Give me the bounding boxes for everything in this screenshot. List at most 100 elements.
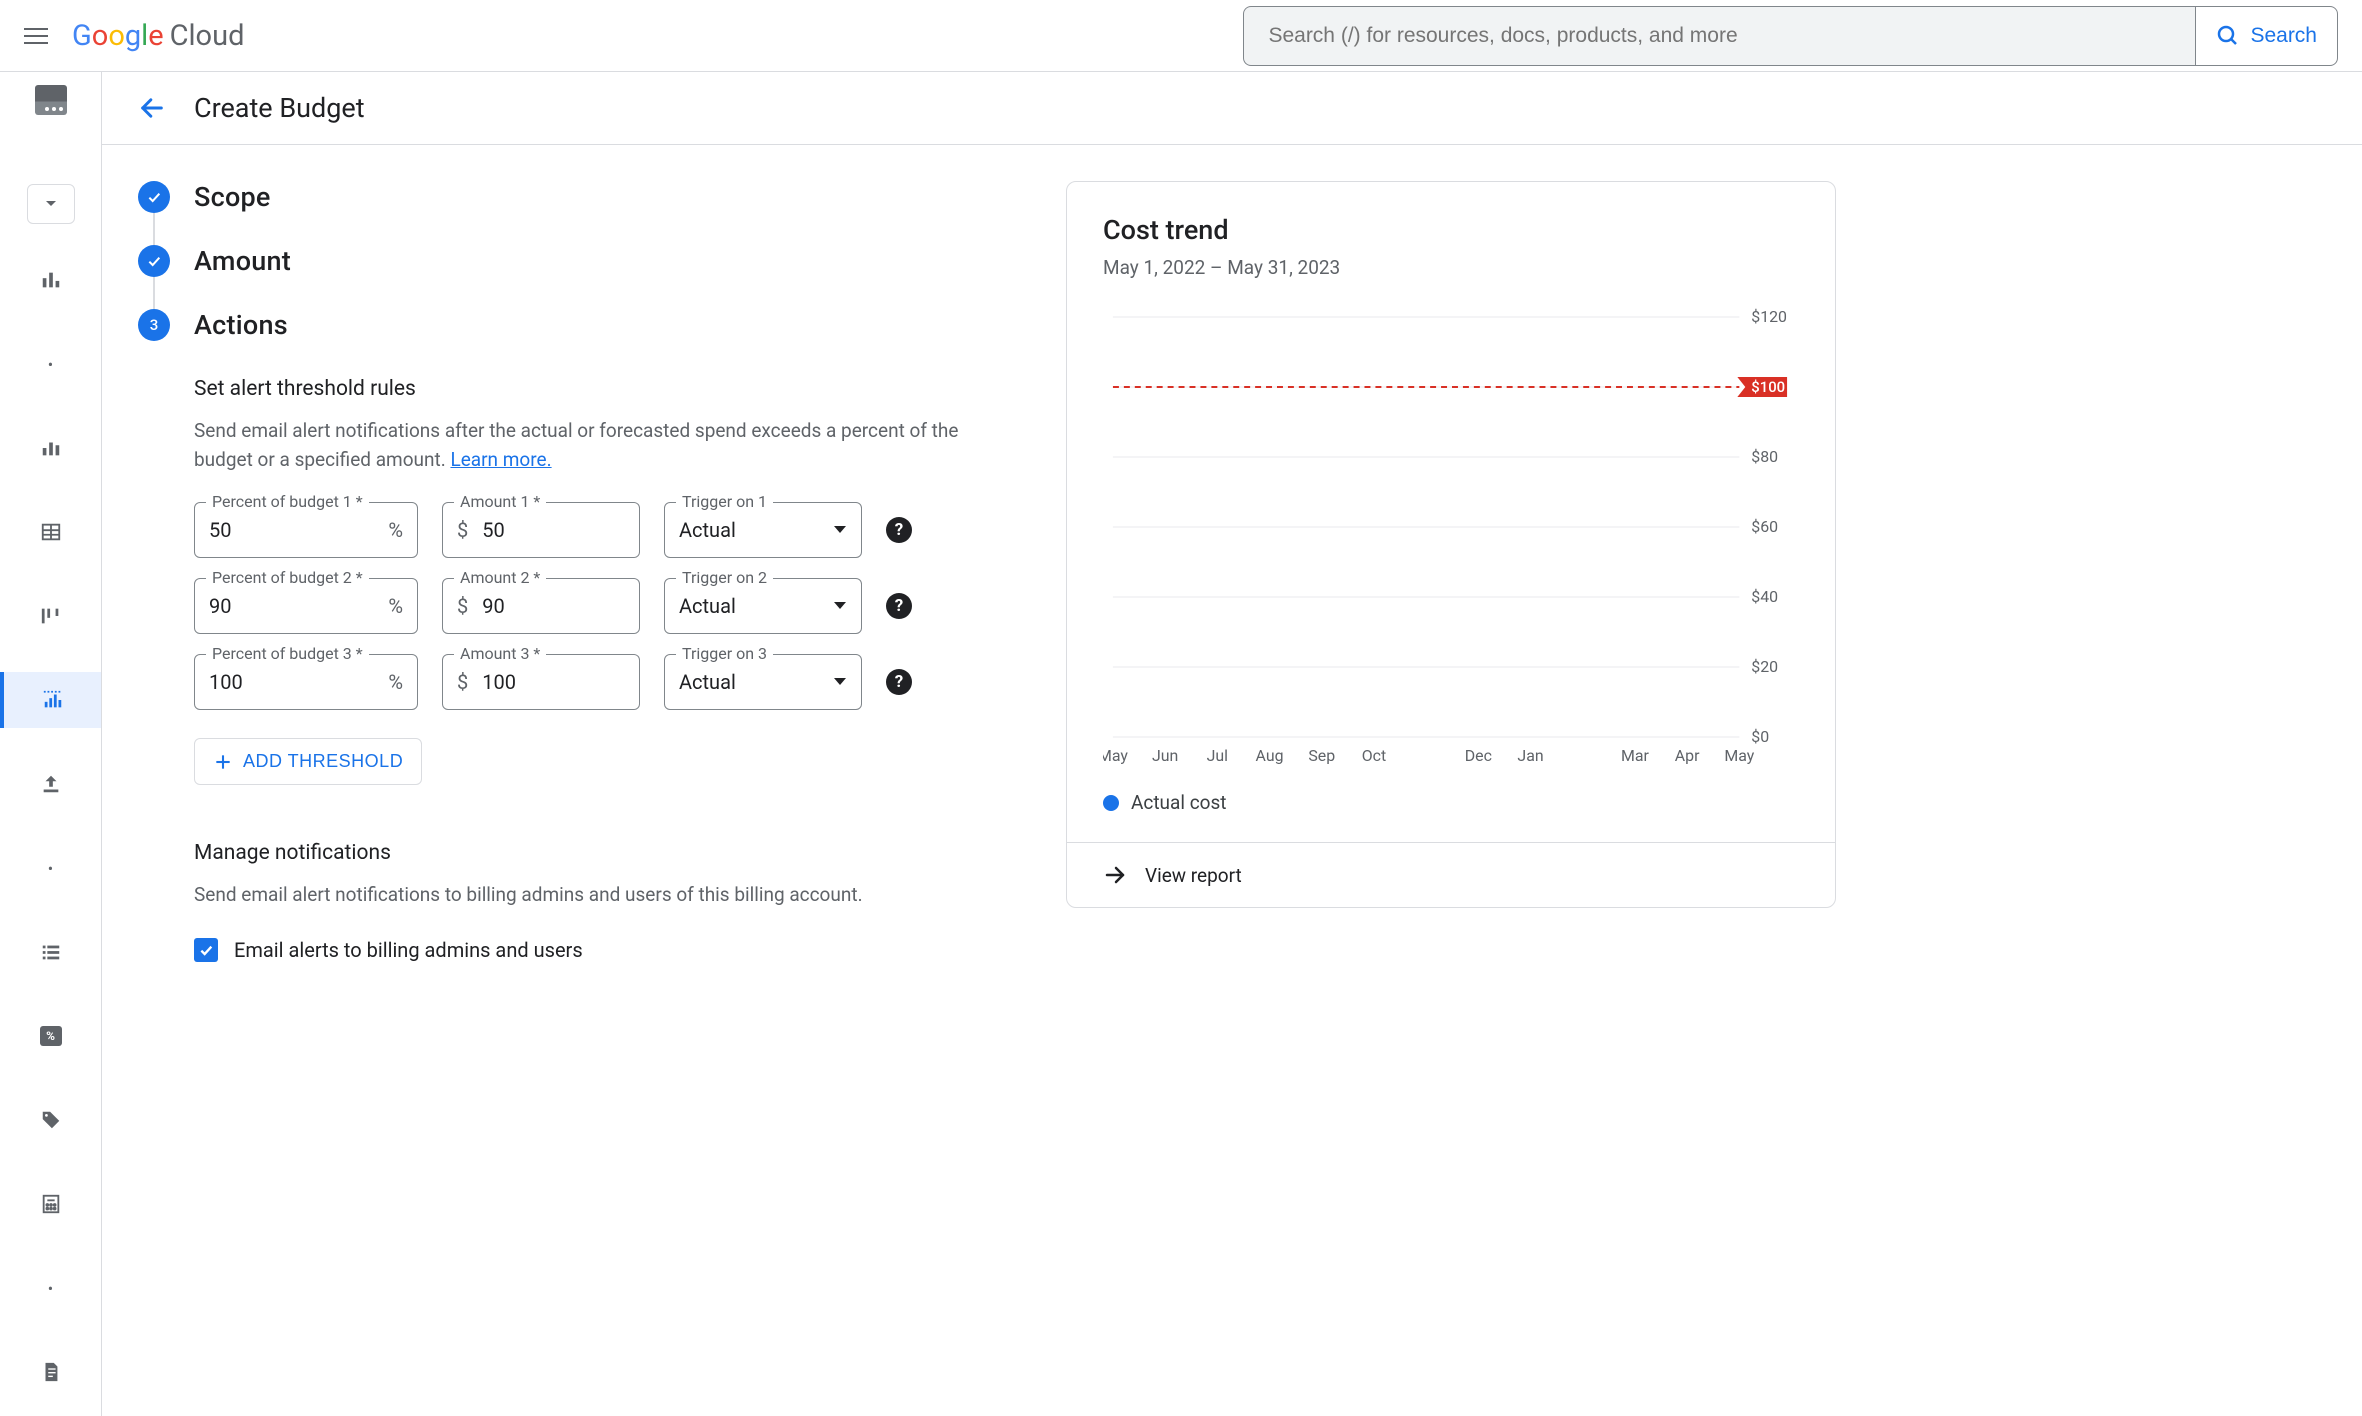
- step-number: 3: [138, 309, 170, 341]
- section-description: Send email alert notifications to billin…: [194, 881, 994, 910]
- help-icon[interactable]: ?: [886, 669, 912, 695]
- add-threshold-button[interactable]: ADD THRESHOLD: [194, 738, 422, 785]
- menu-icon[interactable]: [24, 24, 48, 48]
- sidebar-item[interactable]: [0, 504, 101, 560]
- project-selector[interactable]: [27, 184, 75, 224]
- chart-legend: Actual cost: [1103, 791, 1799, 814]
- main: Create Budget Scope Amount 3: [102, 72, 2362, 1416]
- svg-text:$80: $80: [1751, 447, 1778, 466]
- sidebar-item[interactable]: •: [0, 336, 101, 392]
- sidebar-item[interactable]: [0, 252, 101, 308]
- section-title: Manage notifications: [194, 841, 1018, 865]
- step-connector: [153, 277, 155, 309]
- svg-text:$100: $100: [1751, 378, 1785, 396]
- google-cloud-logo[interactable]: Google Cloud: [72, 19, 244, 53]
- step-connector: [153, 213, 155, 245]
- svg-text:Jul: Jul: [1207, 746, 1228, 765]
- plus-icon: [213, 752, 233, 772]
- email-alerts-checkbox[interactable]: [194, 938, 218, 962]
- sidebar-item[interactable]: [0, 588, 101, 644]
- checkbox-label: Email alerts to billing admins and users: [234, 938, 583, 962]
- sidebar-item[interactable]: [0, 1092, 101, 1148]
- brackets-icon: [35, 600, 67, 632]
- tag-icon: [35, 1104, 67, 1136]
- search-icon: [2216, 24, 2240, 48]
- topbar: Google Cloud Search: [0, 0, 2362, 72]
- field-label: Percent of budget 2 *: [206, 568, 369, 587]
- chevron-down-icon: [833, 601, 847, 611]
- field-label: Trigger on 1: [676, 492, 773, 511]
- check-icon: [198, 942, 214, 958]
- sidebar-item[interactable]: [0, 420, 101, 476]
- table-icon: [35, 516, 67, 548]
- field-label: Amount 1 *: [454, 492, 546, 511]
- stepper: Scope Amount 3 Actions: [138, 181, 1018, 341]
- list-icon: [35, 936, 67, 968]
- bar-chart-icon: [35, 432, 67, 464]
- threshold-row: Percent of budget 1 * 50% Amount 1 * $50…: [194, 502, 1018, 558]
- sidebar-item[interactable]: [0, 924, 101, 980]
- view-report-link[interactable]: View report: [1067, 842, 1835, 907]
- legend-dot-icon: [1103, 795, 1119, 811]
- svg-text:Mar: Mar: [1621, 746, 1650, 765]
- dot-icon: •: [35, 1272, 67, 1304]
- section-title: Set alert threshold rules: [194, 377, 1018, 401]
- field-label: Percent of budget 1 *: [206, 492, 369, 511]
- sidebar-item-budgets[interactable]: [0, 672, 101, 728]
- svg-text:Aug: Aug: [1256, 746, 1284, 765]
- arrow-right-icon: [1103, 863, 1127, 887]
- sidebar-item[interactable]: [0, 1176, 101, 1232]
- cost-trend-card: Cost trend May 1, 2022 – May 31, 2023 $0…: [1066, 181, 1836, 908]
- sidebar: • • % •: [0, 72, 102, 1416]
- chevron-down-icon: [833, 525, 847, 535]
- help-icon[interactable]: ?: [886, 517, 912, 543]
- svg-text:$20: $20: [1751, 657, 1778, 676]
- svg-text:Dec: Dec: [1465, 746, 1492, 765]
- field-label: Trigger on 2: [676, 568, 773, 587]
- svg-text:Oct: Oct: [1362, 746, 1386, 765]
- field-label: Percent of budget 3 *: [206, 644, 369, 663]
- cost-trend-chart: $0$20$40$60$80$100$120$100MayJunJulAugSe…: [1103, 307, 1799, 767]
- billing-product-icon[interactable]: [35, 84, 67, 116]
- step-label: Scope: [194, 181, 271, 213]
- svg-text:$0: $0: [1751, 727, 1769, 746]
- svg-text:Sep: Sep: [1308, 746, 1335, 765]
- back-arrow-icon[interactable]: [138, 94, 166, 122]
- budget-icon: [37, 684, 69, 716]
- percent-icon: %: [35, 1020, 67, 1052]
- threshold-row: Percent of budget 2 * 90% Amount 2 * $90…: [194, 578, 1018, 634]
- help-icon[interactable]: ?: [886, 593, 912, 619]
- svg-text:Jun: Jun: [1152, 746, 1178, 765]
- check-icon: [138, 181, 170, 213]
- step-actions[interactable]: 3 Actions: [138, 309, 1018, 341]
- page-title: Create Budget: [194, 92, 365, 124]
- svg-text:$60: $60: [1751, 517, 1778, 536]
- svg-text:$40: $40: [1751, 587, 1778, 606]
- chevron-down-icon: [833, 677, 847, 687]
- check-icon: [138, 245, 170, 277]
- step-label: Amount: [194, 245, 291, 277]
- step-label: Actions: [194, 309, 288, 341]
- field-label: Amount 3 *: [454, 644, 546, 663]
- upload-icon: [35, 768, 67, 800]
- sidebar-item[interactable]: [0, 1344, 101, 1400]
- page-header: Create Budget: [102, 72, 2362, 145]
- learn-more-link[interactable]: Learn more.: [450, 448, 551, 471]
- field-label: Trigger on 3: [676, 644, 773, 663]
- svg-text:$120: $120: [1751, 307, 1787, 326]
- section-description: Send email alert notifications after the…: [194, 417, 994, 474]
- search-container: Search: [1243, 6, 2338, 66]
- sidebar-item[interactable]: %: [0, 1008, 101, 1064]
- dot-icon: •: [35, 348, 67, 380]
- document-icon: [35, 1356, 67, 1388]
- sidebar-item[interactable]: •: [0, 840, 101, 896]
- search-input[interactable]: [1243, 6, 2195, 66]
- sidebar-item[interactable]: [0, 756, 101, 812]
- step-scope[interactable]: Scope: [138, 181, 1018, 213]
- field-label: Amount 2 *: [454, 568, 546, 587]
- step-amount[interactable]: Amount: [138, 245, 1018, 277]
- search-button[interactable]: Search: [2195, 6, 2338, 66]
- chart-subtitle: May 1, 2022 – May 31, 2023: [1103, 256, 1799, 279]
- sidebar-item[interactable]: •: [0, 1260, 101, 1316]
- svg-text:Apr: Apr: [1675, 746, 1700, 765]
